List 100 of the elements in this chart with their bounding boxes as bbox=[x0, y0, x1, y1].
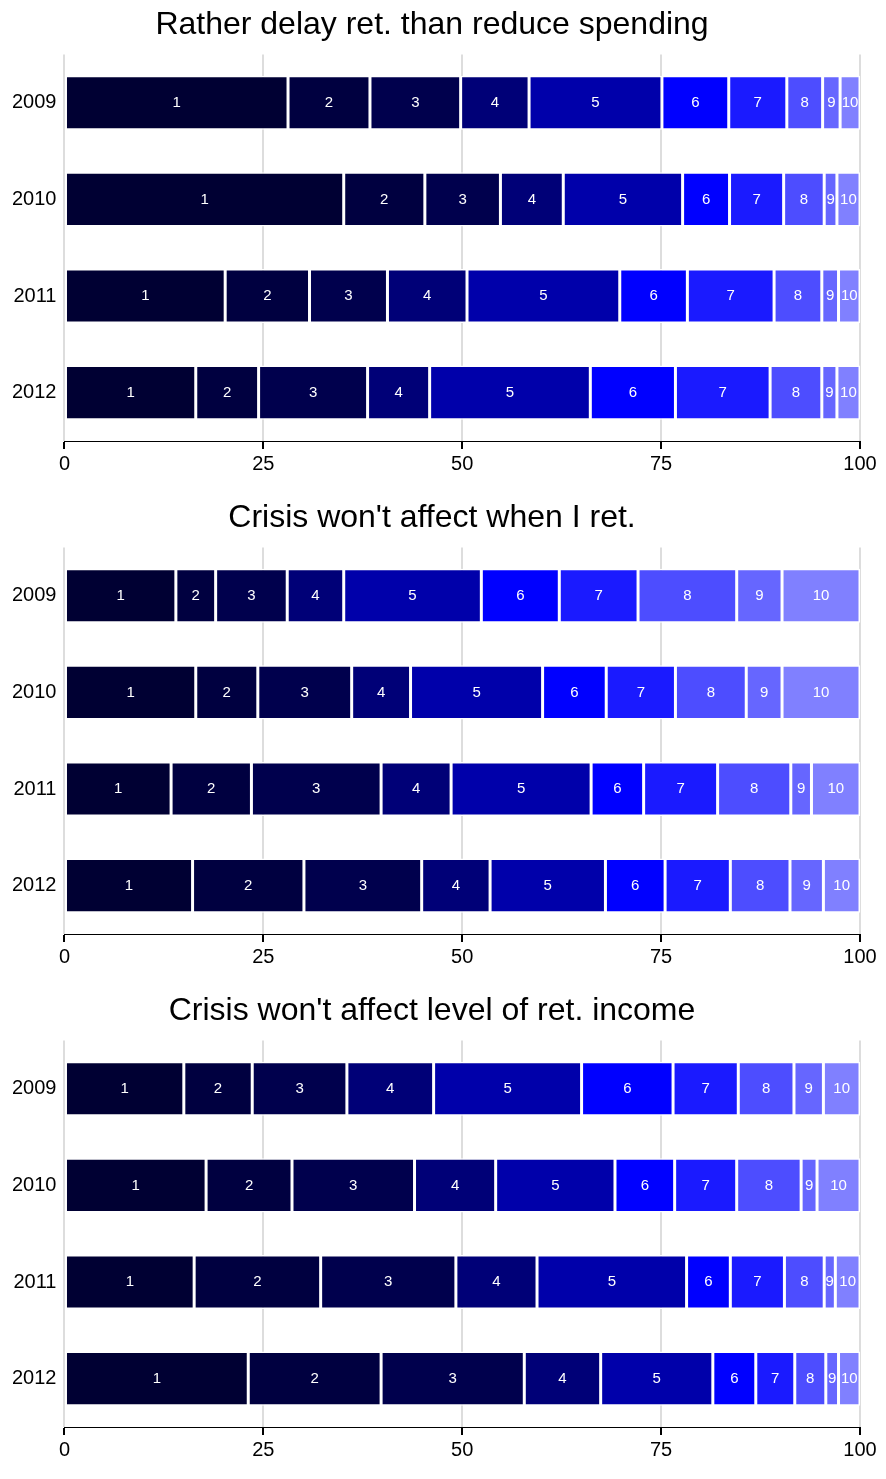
series-label: 2 bbox=[191, 585, 200, 603]
y-tick-label: 2012 bbox=[11, 380, 57, 403]
text: 4 bbox=[311, 585, 320, 603]
series-label: 4 bbox=[411, 779, 421, 797]
text: 10 bbox=[812, 682, 830, 700]
chart-title: Rather delay ret. than reduce spending bbox=[155, 5, 709, 42]
text: 7 bbox=[594, 585, 603, 603]
x-tick-label: 25 bbox=[252, 451, 275, 474]
series-label: 8 bbox=[806, 1368, 815, 1386]
text: 1 bbox=[125, 1272, 134, 1290]
series-label: 3 bbox=[295, 1078, 304, 1096]
text: 2 bbox=[380, 189, 389, 207]
text: 2 bbox=[253, 1272, 262, 1290]
text: 7 bbox=[636, 682, 646, 700]
text: 9 bbox=[802, 875, 811, 893]
text: 8 bbox=[761, 1078, 771, 1096]
text: 2 bbox=[244, 1175, 254, 1193]
series-label: 6 bbox=[628, 382, 638, 400]
x-tick-label: 75 bbox=[650, 451, 673, 474]
text: 4 bbox=[558, 1368, 567, 1386]
text: 9 bbox=[826, 286, 835, 304]
text: 2 bbox=[263, 286, 272, 304]
text: 9 bbox=[825, 382, 834, 400]
y-tick-label: 2011 bbox=[13, 776, 57, 799]
text: 4 bbox=[492, 1272, 501, 1290]
series-label: 8 bbox=[750, 779, 759, 797]
text: 10 bbox=[840, 382, 857, 400]
series-label: 5 bbox=[505, 382, 515, 400]
y-tick-label: 2009 bbox=[11, 583, 57, 606]
series-label: 1 bbox=[114, 779, 123, 797]
text: 1 bbox=[141, 286, 150, 304]
text: 8 bbox=[755, 875, 765, 893]
x-tick-label: 0 bbox=[58, 1437, 71, 1460]
text: 6 bbox=[570, 682, 579, 700]
text: 10 bbox=[840, 286, 858, 304]
text: 4 bbox=[423, 286, 432, 304]
text: 1 bbox=[124, 875, 134, 893]
text: 8 bbox=[683, 585, 692, 603]
text: 5 bbox=[591, 92, 600, 110]
text: 6 bbox=[704, 1272, 713, 1290]
text: 10 bbox=[840, 189, 857, 207]
series-label: 9 bbox=[825, 1272, 834, 1290]
series-label: 2 bbox=[223, 382, 232, 400]
text: 7 bbox=[753, 92, 762, 110]
y-tick-label: 2009 bbox=[11, 90, 57, 113]
text: 1 bbox=[126, 682, 135, 700]
text: 5 bbox=[551, 1175, 560, 1193]
text: 4 bbox=[490, 92, 500, 110]
series-label: 5 bbox=[516, 779, 526, 797]
text: 4 bbox=[451, 875, 461, 893]
text: 8 bbox=[764, 1175, 774, 1193]
text: 10 bbox=[827, 779, 845, 797]
text: 6 bbox=[649, 286, 658, 304]
text: 3 bbox=[247, 585, 256, 603]
text: 5 bbox=[539, 286, 548, 304]
text: 7 bbox=[701, 1175, 710, 1193]
text: 6 bbox=[701, 189, 711, 207]
text: 5 bbox=[543, 875, 552, 893]
series-label: 7 bbox=[676, 779, 685, 797]
text: 7 bbox=[752, 189, 761, 207]
text: 8 bbox=[791, 382, 801, 400]
series-label: 10 bbox=[841, 92, 859, 110]
text: 1 bbox=[200, 189, 209, 207]
text: 3 bbox=[349, 1175, 358, 1193]
text: 6 bbox=[631, 875, 640, 893]
text: 7 bbox=[726, 286, 735, 304]
text: 9 bbox=[759, 682, 769, 700]
x-tick-label: 100 bbox=[843, 451, 877, 474]
text: 9 bbox=[755, 585, 764, 603]
series-label: 6 bbox=[623, 1078, 632, 1096]
series-label: 5 bbox=[503, 1078, 512, 1096]
text: 6 bbox=[730, 1368, 739, 1386]
x-tick-label: 25 bbox=[252, 944, 275, 967]
x-tick-label: 0 bbox=[58, 451, 71, 474]
x-tick-label: 100 bbox=[843, 944, 877, 967]
series-label: 1 bbox=[126, 382, 135, 400]
y-tick-label: 2011 bbox=[13, 283, 57, 306]
text: 9 bbox=[804, 1078, 813, 1096]
x-tick-label: 75 bbox=[650, 1437, 673, 1460]
series-label: 6 bbox=[613, 779, 622, 797]
text: 3 bbox=[344, 286, 353, 304]
text: 6 bbox=[640, 1175, 649, 1193]
text: 7 bbox=[753, 1272, 762, 1290]
text: 3 bbox=[448, 1368, 457, 1386]
y-tick-label: 2010 bbox=[11, 1172, 57, 1195]
text: 9 bbox=[804, 1175, 814, 1193]
text: 1 bbox=[116, 585, 125, 603]
text: 7 bbox=[693, 875, 702, 893]
text: 6 bbox=[691, 92, 700, 110]
y-tick-label: 2009 bbox=[11, 1076, 57, 1099]
text: 2 bbox=[244, 875, 253, 893]
text: 10 bbox=[812, 585, 830, 603]
text: 10 bbox=[830, 1175, 847, 1193]
text: 2 bbox=[207, 779, 216, 797]
text: 8 bbox=[799, 189, 809, 207]
text: 2 bbox=[324, 92, 334, 110]
text: 8 bbox=[793, 286, 803, 304]
text: 10 bbox=[839, 1272, 857, 1290]
x-tick-label: 50 bbox=[451, 1437, 474, 1460]
y-tick-label: 2010 bbox=[11, 679, 57, 702]
